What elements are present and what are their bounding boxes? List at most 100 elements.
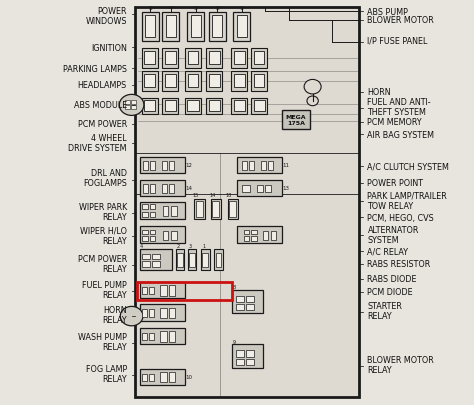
Text: 1: 1 — [240, 6, 244, 11]
Bar — [191, 16, 201, 38]
Text: PCM MEMORY: PCM MEMORY — [367, 118, 422, 127]
Bar — [162, 99, 178, 115]
Bar — [242, 185, 250, 192]
Text: HORN
RELAY: HORN RELAY — [102, 305, 127, 324]
Text: 14: 14 — [185, 186, 192, 191]
Bar — [185, 72, 201, 92]
Bar — [232, 290, 263, 313]
Bar — [189, 254, 195, 267]
Bar — [137, 282, 232, 300]
Bar — [251, 72, 267, 92]
Bar — [214, 249, 223, 270]
Text: 8: 8 — [232, 284, 236, 289]
Bar — [231, 49, 247, 68]
Bar — [206, 49, 222, 68]
Bar — [231, 99, 247, 115]
Bar — [142, 254, 150, 260]
Bar — [246, 296, 254, 302]
Bar — [142, 374, 147, 381]
Bar — [251, 237, 257, 241]
Bar — [187, 101, 199, 112]
Bar — [271, 232, 276, 241]
Text: 12: 12 — [185, 163, 192, 168]
Text: ABS PUMP: ABS PUMP — [367, 8, 408, 17]
Text: 5: 5 — [148, 6, 152, 11]
Text: FOG LAMP
RELAY: FOG LAMP RELAY — [86, 364, 127, 384]
Text: HEADLAMPS: HEADLAMPS — [78, 81, 127, 90]
Circle shape — [307, 97, 318, 107]
Bar — [150, 212, 155, 217]
Bar — [196, 202, 203, 217]
Bar — [142, 13, 158, 42]
Bar — [142, 99, 157, 115]
Bar — [160, 372, 166, 382]
Bar — [233, 13, 250, 42]
Bar — [237, 157, 282, 173]
Text: 9: 9 — [232, 339, 235, 344]
Text: WIPER PARK
RELAY: WIPER PARK RELAY — [79, 202, 127, 222]
Bar — [149, 287, 155, 294]
Bar — [149, 333, 155, 341]
Text: HORN: HORN — [367, 88, 391, 97]
Bar — [234, 52, 245, 65]
Bar — [188, 75, 198, 88]
Bar — [229, 202, 236, 217]
Text: RABS DIODE: RABS DIODE — [367, 275, 417, 284]
Bar — [165, 52, 175, 65]
Bar — [150, 205, 155, 210]
Text: 1: 1 — [202, 243, 205, 249]
Bar — [244, 237, 249, 241]
Bar — [142, 72, 157, 92]
Text: 3: 3 — [189, 243, 192, 249]
Bar — [237, 180, 282, 196]
Bar — [201, 249, 210, 270]
Text: 4: 4 — [169, 6, 173, 11]
Bar — [169, 286, 175, 296]
Bar — [131, 100, 136, 104]
Bar — [142, 205, 148, 210]
Text: A/C RELAY: A/C RELAY — [367, 247, 409, 256]
Bar — [150, 184, 155, 193]
Bar — [206, 99, 222, 115]
Text: 3: 3 — [194, 6, 198, 11]
Bar — [163, 232, 168, 241]
Bar — [169, 184, 174, 193]
Bar — [236, 304, 244, 310]
Text: 14: 14 — [210, 193, 216, 198]
Bar — [257, 185, 263, 192]
Text: 13: 13 — [282, 186, 289, 191]
Bar — [175, 249, 184, 270]
Bar — [142, 237, 148, 241]
Bar — [188, 52, 198, 65]
Text: ALTERNATOR
SYSTEM: ALTERNATOR SYSTEM — [367, 225, 419, 244]
Bar — [149, 374, 155, 381]
Bar — [187, 13, 204, 42]
Bar — [145, 75, 155, 88]
Text: AIR BAG SYSTEM: AIR BAG SYSTEM — [367, 130, 435, 139]
Text: BLOWER MOTOR
RELAY: BLOWER MOTOR RELAY — [367, 355, 434, 374]
Bar — [142, 309, 147, 317]
Text: PARKING LAMPS: PARKING LAMPS — [63, 65, 127, 74]
Bar — [251, 230, 257, 235]
Bar — [165, 75, 175, 88]
Text: FUEL AND ANTI-
THEFT SYSTEM: FUEL AND ANTI- THEFT SYSTEM — [367, 97, 431, 116]
Bar — [160, 332, 166, 342]
Bar — [153, 262, 160, 267]
Bar — [246, 304, 254, 310]
Bar — [153, 254, 160, 260]
Bar — [169, 372, 175, 382]
Bar — [140, 282, 185, 298]
Bar — [140, 227, 185, 244]
Bar — [249, 161, 254, 170]
Bar — [254, 52, 264, 65]
Bar — [171, 207, 176, 216]
Text: MEGA
175A: MEGA 175A — [286, 115, 306, 126]
Bar — [263, 232, 268, 241]
Text: 2: 2 — [176, 243, 180, 249]
Text: DRL AND
FOGLAMPS: DRL AND FOGLAMPS — [83, 169, 127, 188]
Bar — [150, 230, 155, 235]
Bar — [125, 100, 130, 104]
Bar — [236, 359, 244, 365]
Bar — [162, 49, 178, 68]
Text: STARTER
RELAY: STARTER RELAY — [367, 301, 402, 320]
